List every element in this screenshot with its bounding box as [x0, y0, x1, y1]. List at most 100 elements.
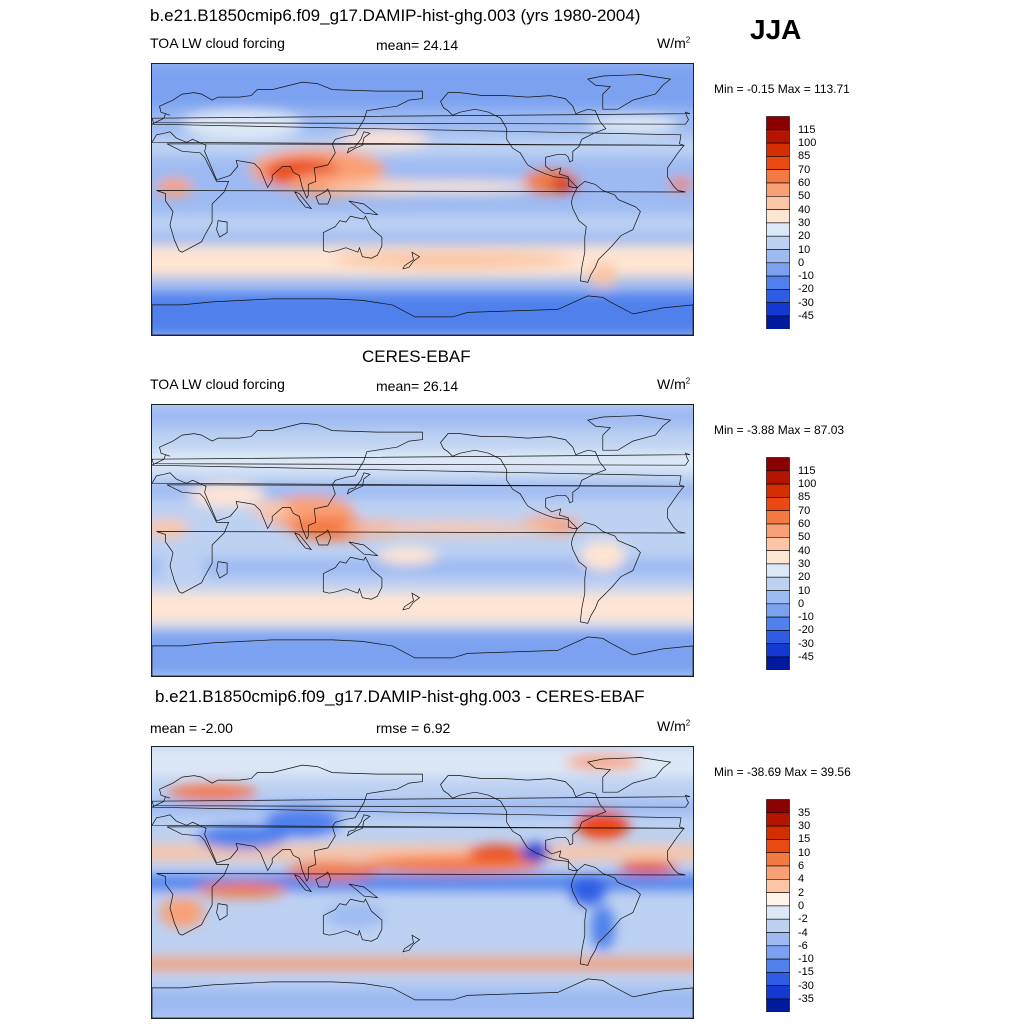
- field-patch: [347, 522, 558, 535]
- colorbar-tick-label: 85: [798, 150, 811, 163]
- field-patch: [264, 807, 340, 838]
- coastline: [346, 131, 371, 154]
- colorbar-box: [766, 302, 790, 317]
- panel3-rmse: rmse = 6.92: [376, 720, 451, 736]
- colorbar-box: [766, 932, 790, 947]
- colorbar-tick-label: 70: [798, 163, 811, 176]
- colorbar-box: [766, 209, 790, 224]
- colorbar-tick-label: -6: [798, 939, 808, 952]
- panel3-map: [151, 746, 694, 1019]
- colorbar-box: [766, 643, 790, 658]
- colorbar-box: [766, 576, 790, 591]
- colorbar-box: [766, 865, 790, 880]
- colorbar-tick-label: 60: [798, 518, 811, 530]
- coastline: [294, 191, 313, 210]
- colorbar-box: [766, 550, 790, 565]
- field-patch: [569, 874, 606, 906]
- field-band: [152, 630, 693, 676]
- panel3-title: b.e21.B1850cmip6.f09_g17.DAMIP-hist-ghg.…: [155, 687, 645, 706]
- coastline: [440, 433, 607, 529]
- panel1-variable-label: TOA LW cloud forcing: [150, 35, 285, 51]
- field-patch: [254, 501, 291, 520]
- field-band: [152, 64, 693, 110]
- coastline: [315, 871, 332, 888]
- field-patch: [290, 516, 375, 541]
- colorbar-box: [766, 457, 790, 472]
- colorbar-tick-label: 100: [798, 478, 817, 491]
- field-patch: [167, 783, 258, 802]
- colorbar-box: [766, 249, 790, 264]
- colorbar-tick-label: -4: [798, 926, 808, 939]
- panel2-mean: mean= 26.14: [376, 378, 459, 394]
- colorbar-box: [766, 470, 790, 485]
- colorbar-box: [766, 537, 790, 551]
- panel1-map-svg: [152, 64, 693, 335]
- field-band: [152, 214, 693, 233]
- colorbar-box: [766, 116, 790, 131]
- panel3-mean: mean = -2.00: [150, 720, 233, 736]
- field-patch: [324, 903, 385, 928]
- colorbar-tick-label: 115: [798, 123, 816, 136]
- coastline: [348, 541, 379, 557]
- colorbar-box: [766, 523, 790, 538]
- field-patch: [575, 810, 630, 841]
- field-patch: [182, 109, 303, 140]
- panel3-minmax: Min = -38.69 Max = 39.56: [714, 765, 851, 779]
- colorbar-box: [766, 945, 790, 960]
- colorbar-box: [766, 315, 790, 329]
- colorbar-tick-label: -45: [798, 651, 814, 663]
- field-band: [152, 483, 693, 499]
- colorbar-tick-label: -35: [798, 993, 814, 1005]
- coastline: [570, 522, 641, 624]
- coastline: [586, 74, 672, 110]
- coastline: [315, 529, 332, 546]
- coastline: [294, 532, 313, 551]
- colorbar-box: [766, 852, 790, 867]
- colorbar-tick-label: 20: [798, 571, 811, 584]
- field-patch: [362, 181, 543, 194]
- colorbar-box: [766, 825, 790, 840]
- colorbar-box: [766, 812, 790, 827]
- panel1-map: [151, 63, 694, 336]
- colorbar-box: [766, 129, 790, 144]
- colorbar-box: [766, 985, 790, 1000]
- colorbar-tick-label: 50: [798, 190, 811, 203]
- colorbar-tick-label: 60: [798, 177, 811, 189]
- colorbar-tick-label: 20: [798, 230, 811, 243]
- colorbar-tick-label: 0: [798, 256, 805, 269]
- colorbar-tick-label: 4: [798, 873, 805, 886]
- colorbar-tick-label: -2: [798, 913, 808, 926]
- panel2-units: W/m2: [657, 376, 691, 392]
- field-band: [152, 591, 693, 624]
- panel2-variable-label: TOA LW cloud forcing: [150, 376, 285, 392]
- field-patch: [590, 905, 615, 951]
- field-band: [152, 405, 693, 428]
- field-patch: [332, 250, 573, 269]
- field-patch: [189, 483, 265, 508]
- colorbar-box: [766, 616, 790, 631]
- field-patch: [587, 262, 618, 287]
- colorbar-box: [766, 905, 790, 920]
- coastline: [152, 422, 685, 540]
- colorbar-box: [766, 879, 790, 893]
- coastline: [402, 592, 421, 611]
- colorbar-tick-label: 50: [798, 531, 811, 544]
- panel1-title: b.e21.B1850cmip6.f09_g17.DAMIP-hist-ghg.…: [150, 6, 641, 25]
- panel2-colorbar-svg: [766, 457, 790, 670]
- colorbar-box: [766, 563, 790, 578]
- field-patch: [197, 825, 288, 850]
- colorbar-tick-label: -20: [798, 283, 814, 296]
- panel2-minmax: Min = -3.88 Max = 87.03: [714, 423, 845, 437]
- colorbar-box: [766, 483, 790, 498]
- colorbar-box: [766, 262, 790, 277]
- coastline: [570, 864, 641, 966]
- field-patch: [467, 844, 528, 860]
- colorbar-tick-label: 70: [798, 504, 811, 517]
- coastline: [402, 251, 421, 270]
- coastline: [346, 814, 371, 837]
- panel3-colorbar-svg: [766, 799, 790, 1012]
- coastline: [156, 143, 686, 253]
- coastline: [152, 636, 693, 676]
- colorbar-box: [766, 799, 790, 814]
- panel2-map-svg: [152, 405, 693, 676]
